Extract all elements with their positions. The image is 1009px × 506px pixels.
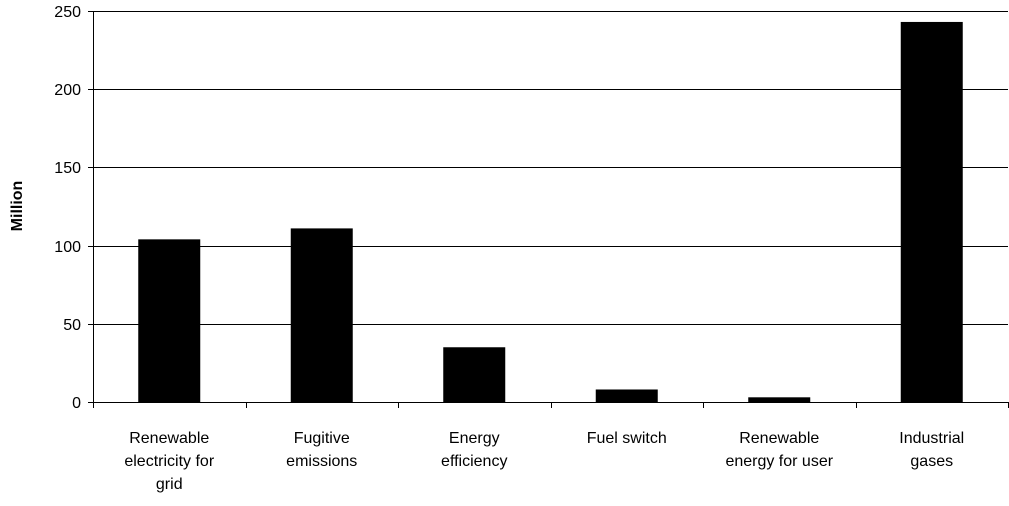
bar xyxy=(290,228,353,402)
x-category-label-line: Renewable xyxy=(129,430,209,447)
y-tick-label: 100 xyxy=(54,239,81,256)
x-category-label-line: Fuel switch xyxy=(587,430,667,447)
y-tick-label: 0 xyxy=(72,395,81,412)
x-category-label: Industrial gases xyxy=(899,430,964,470)
x-category-label-line: Fugitive xyxy=(294,430,350,447)
x-category-label-line: Renewable xyxy=(739,430,819,447)
y-tick-label: 50 xyxy=(63,317,81,334)
bar xyxy=(138,239,201,402)
axes xyxy=(93,11,1008,403)
x-category-label: Energy efficiency xyxy=(441,430,507,470)
x-category-label: Renewable energy for user xyxy=(725,430,833,470)
gridlines xyxy=(93,11,1008,325)
bar xyxy=(595,389,658,402)
y-tick-label: 250 xyxy=(54,4,81,21)
y-axis-title: Million xyxy=(9,181,26,232)
x-category-label-line: grid xyxy=(156,476,183,493)
bar xyxy=(900,21,963,403)
y-tick-label: 150 xyxy=(54,160,81,177)
x-category-label-line: Energy xyxy=(449,430,500,447)
x-category-label: Renewable electricity for grid xyxy=(124,430,214,493)
bar xyxy=(748,397,811,402)
x-category-label-line: efficiency xyxy=(441,453,507,470)
x-category-label-line: Industrial xyxy=(899,430,964,447)
x-category-label: Fuel switch xyxy=(587,430,667,447)
bar xyxy=(443,347,506,402)
x-category-label-line: emissions xyxy=(286,453,357,470)
x-category-label-line: gases xyxy=(910,453,953,470)
x-axis-ticks: Renewable electricity for grid Fugitive emis… xyxy=(93,402,1009,493)
x-category-label-line: energy for user xyxy=(725,453,833,470)
y-axis-ticks: 0 50 100 150 200 250 xyxy=(54,4,93,412)
x-category-label: Fugitive emissions xyxy=(286,430,357,470)
x-category-label-line: electricity for xyxy=(124,453,214,470)
y-tick-label: 200 xyxy=(54,82,81,99)
bars xyxy=(138,21,963,403)
